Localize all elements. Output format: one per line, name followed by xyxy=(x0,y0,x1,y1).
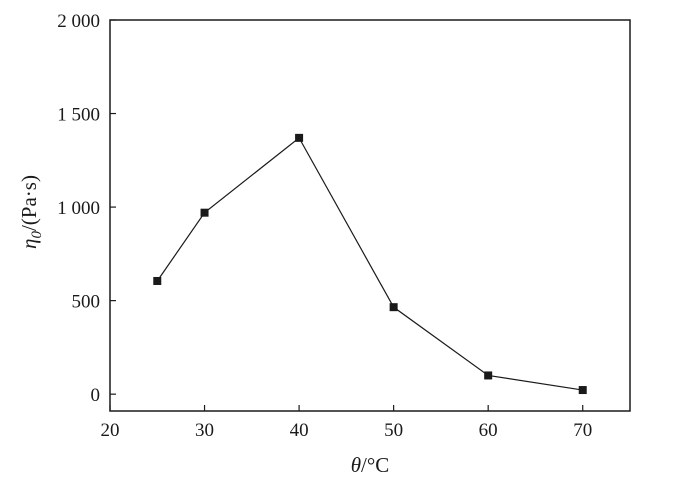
y-tick-label: 500 xyxy=(72,292,101,313)
y-tick-label: 1 500 xyxy=(57,105,100,126)
series-line xyxy=(156,136,583,391)
x-tick-label: 50 xyxy=(384,420,403,441)
y-tick-label: 0 xyxy=(91,385,101,406)
data-point xyxy=(295,133,304,142)
x-tick-label: 20 xyxy=(101,420,120,441)
data-point xyxy=(389,303,398,312)
x-axis: 20 30 40 50 60 70 xyxy=(101,405,592,441)
y-axis: 0 500 1 000 1 500 2 000 xyxy=(57,11,116,406)
x-tick-label: 70 xyxy=(573,420,592,441)
data-point xyxy=(578,386,587,395)
data-point xyxy=(484,371,493,380)
x-axis-symbol: θ xyxy=(351,453,361,477)
data-point xyxy=(200,208,209,217)
x-tick-label: 60 xyxy=(479,420,498,441)
y-axis-unit: /(Pa·s) xyxy=(17,175,41,231)
plot-frame xyxy=(109,19,631,412)
y-axis-title: η0/(Pa·s) xyxy=(17,175,45,249)
x-tick-label: 30 xyxy=(195,420,214,441)
y-tick-label: 1 000 xyxy=(57,198,100,219)
x-tick-label: 40 xyxy=(290,420,309,441)
data-point xyxy=(153,276,162,285)
y-axis-symbol: η xyxy=(17,239,41,249)
y-axis-subscript: 0 xyxy=(29,231,45,239)
y-tick-label: 2 000 xyxy=(57,11,100,32)
series-markers xyxy=(153,133,587,395)
x-axis-unit: /°C xyxy=(361,453,389,477)
x-axis-title: θ/°C xyxy=(351,453,390,477)
